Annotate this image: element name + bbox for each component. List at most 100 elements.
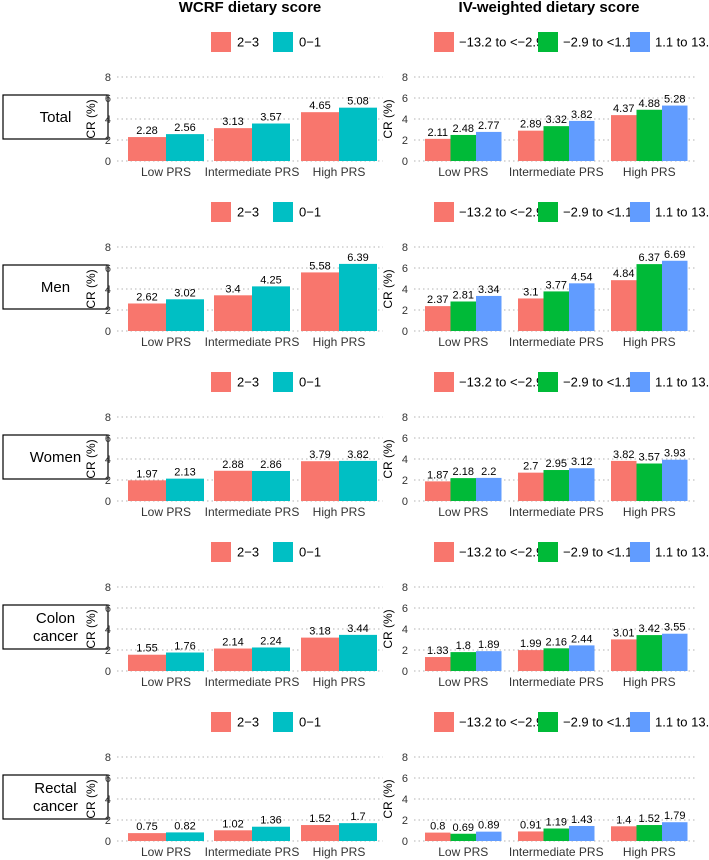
bar (450, 833, 476, 841)
data-label: 3.57 (639, 452, 660, 464)
data-label: 1.19 (546, 817, 567, 829)
bar (425, 306, 451, 331)
data-label: 5.28 (664, 94, 685, 106)
bar (543, 126, 569, 161)
bar (166, 134, 204, 161)
data-label: 4.25 (260, 274, 281, 286)
bar (166, 832, 204, 841)
y-tick-label: 8 (402, 242, 408, 254)
x-category-label: Low PRS (141, 335, 191, 349)
legend-swatch (630, 712, 650, 732)
data-label: 3.79 (309, 449, 330, 461)
data-label: 2.86 (260, 459, 281, 471)
y-tick-label: 6 (105, 433, 111, 445)
y-axis-title: CR (%) (84, 99, 98, 138)
data-label: 3.4 (225, 283, 240, 295)
y-tick-label: 8 (105, 72, 111, 84)
bar (252, 470, 290, 501)
y-tick-label: 2 (402, 815, 408, 827)
x-category-label: Intermediate PRS (509, 335, 604, 349)
legend-swatch (630, 372, 650, 392)
data-label: 3.77 (546, 279, 567, 291)
legend-swatch (211, 712, 231, 732)
bar (518, 650, 544, 671)
legend-label: 2−3 (237, 205, 259, 220)
row-label-box (2, 94, 109, 140)
bar (611, 280, 637, 331)
legend-label: −2.9 to <1.1 (563, 545, 632, 560)
data-label: 1.79 (664, 810, 685, 822)
data-label: 2.7 (523, 461, 538, 473)
y-tick-label: 6 (402, 603, 408, 615)
bar (214, 470, 252, 501)
legend-label: 0−1 (299, 205, 321, 220)
bar (476, 477, 502, 501)
bar (662, 459, 688, 501)
bar (214, 830, 252, 841)
data-label: 3.02 (174, 287, 195, 299)
bar (476, 131, 502, 161)
bar (252, 286, 290, 331)
data-label: 1.36 (260, 815, 281, 827)
x-category-label: Low PRS (438, 335, 488, 349)
data-label: 3.44 (347, 623, 368, 635)
legend-swatch (273, 372, 293, 392)
legend-swatch (211, 202, 231, 222)
bar (166, 299, 204, 331)
data-label: 3.1 (523, 286, 538, 298)
bar (636, 109, 662, 161)
data-label: 2.14 (222, 637, 243, 649)
y-tick-label: 2 (402, 645, 408, 657)
data-label: 4.37 (613, 103, 634, 115)
x-category-label: Intermediate PRS (509, 165, 604, 179)
y-tick-label: 8 (105, 752, 111, 764)
bar (636, 264, 662, 331)
data-label: 4.84 (613, 268, 634, 280)
x-category-label: Intermediate PRS (205, 505, 300, 519)
panel-2-wcrf: 2−3 0−1 0 2 4 6 8 CR (%) 1.97 2.13 Low PRS 2.88 2.86… (84, 372, 383, 519)
bar (301, 461, 339, 501)
data-label: 2.44 (571, 633, 592, 645)
bar (543, 828, 569, 841)
bar (252, 826, 290, 841)
row-label-box (2, 774, 109, 820)
y-tick-label: 0 (105, 326, 111, 338)
x-category-label: Low PRS (141, 505, 191, 519)
y-tick-label: 8 (105, 412, 111, 424)
panel-2-iv: −13.2 to <−2.9 −2.9 to <1.1 1.1 to 13.0 0 2 4… (381, 372, 709, 519)
y-tick-label: 4 (402, 624, 408, 636)
bar (339, 263, 377, 331)
bar (569, 283, 595, 331)
data-label: 3.32 (546, 114, 567, 126)
bar (662, 105, 688, 161)
row-1: Men 2−3 0−1 0 2 4 6 8 CR (%) 2.62 3.02 Low PRS 3.4 4.… (2, 202, 709, 349)
data-label: 2.89 (520, 119, 541, 131)
y-tick-label: 2 (105, 305, 111, 317)
legend-swatch (273, 32, 293, 52)
y-tick-label: 8 (402, 72, 408, 84)
legend-swatch (538, 372, 558, 392)
legend-swatch (538, 202, 558, 222)
bar (450, 652, 476, 671)
x-category-label: Low PRS (438, 845, 488, 859)
data-label: 1.02 (222, 818, 243, 830)
data-label: 2.37 (427, 294, 448, 306)
x-category-label: Intermediate PRS (509, 505, 604, 519)
legend-label: −13.2 to <−2.9 (459, 715, 543, 730)
legend-label: −2.9 to <1.1 (563, 35, 632, 50)
y-tick-label: 0 (105, 496, 111, 508)
bar (425, 481, 451, 501)
bar (611, 639, 637, 671)
y-axis-title: CR (%) (84, 609, 98, 648)
bar (543, 291, 569, 331)
wcrf-column-title: WCRF dietary score (179, 0, 322, 16)
bar (214, 648, 252, 671)
legend-swatch (211, 372, 231, 392)
data-label: 2.81 (453, 289, 474, 301)
x-category-label: High PRS (313, 335, 366, 349)
data-label: 2.16 (546, 636, 567, 648)
bar (425, 657, 451, 671)
bar (128, 137, 166, 161)
data-label: 6.69 (664, 249, 685, 261)
